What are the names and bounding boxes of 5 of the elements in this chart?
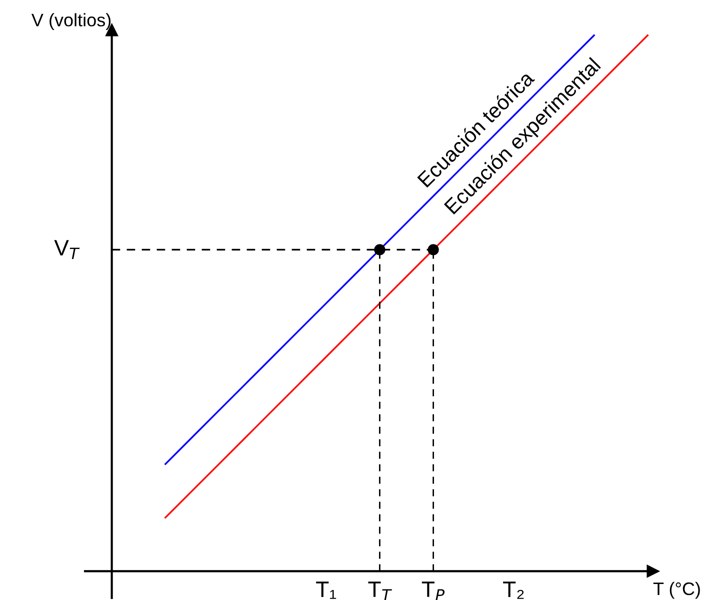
x-axis-title: T (°C) (653, 582, 700, 599)
series-label: V$_{T}$ (54, 240, 80, 260)
x-tick-label: T₂ (503, 582, 524, 599)
x-tick-label: T₁ (316, 582, 336, 599)
y-axis-title: V (voltios) (31, 13, 111, 30)
